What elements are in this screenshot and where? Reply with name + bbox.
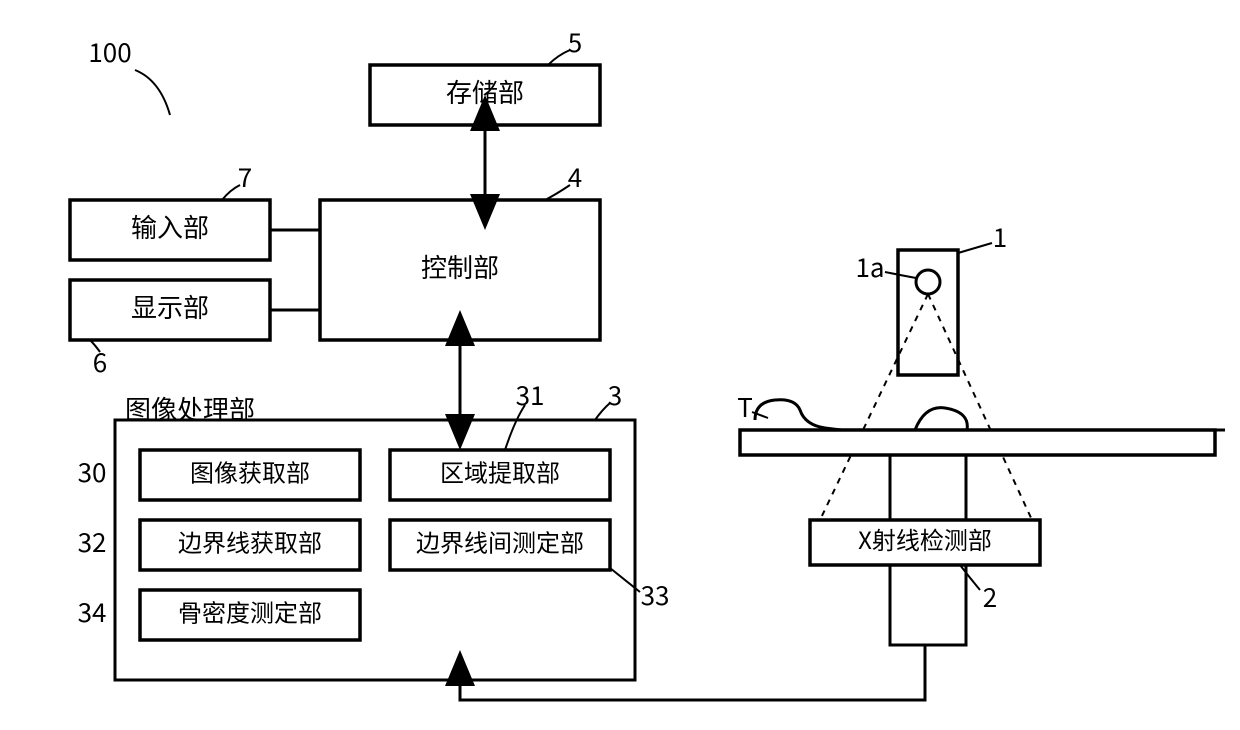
ref-number: 32 <box>78 523 107 560</box>
block-label: X射线检测部 <box>858 521 992 556</box>
block-label: 控制部 <box>421 248 499 285</box>
block-label: 输入部 <box>131 208 209 245</box>
ref-number: T <box>737 388 753 425</box>
ref-number: 1 <box>993 218 1007 255</box>
ref-number: 6 <box>93 343 107 380</box>
block-label: 存储部 <box>446 73 524 110</box>
block-label: 骨密度测定部 <box>178 594 322 629</box>
block-label: 边界线获取部 <box>178 524 322 559</box>
ref-number: 31 <box>516 376 545 413</box>
block-label: 图像获取部 <box>190 454 310 489</box>
leader-line <box>958 243 992 253</box>
block-rect <box>740 430 1215 455</box>
block-label: 显示部 <box>131 288 209 325</box>
ref-number: 33 <box>641 576 670 613</box>
ref-number: 5 <box>568 23 582 60</box>
ref-number: 2 <box>983 578 997 615</box>
ref-number: 34 <box>78 593 107 630</box>
ref-number: 3 <box>608 376 622 413</box>
leader-line <box>135 70 170 115</box>
leader-line <box>545 185 570 200</box>
leader-line <box>548 50 570 65</box>
ref-number: 4 <box>568 158 582 195</box>
ip-title: 图像处理部 <box>125 390 255 427</box>
ref-number: 1a <box>855 248 884 285</box>
ref-number: 30 <box>78 453 107 490</box>
ref-number: 7 <box>238 158 252 195</box>
xray-source <box>916 270 940 294</box>
leader-line <box>960 565 980 590</box>
beam-left <box>820 294 928 520</box>
block-label: 区域提取部 <box>440 454 560 489</box>
ref-number: 100 <box>88 33 131 70</box>
conn-detector-ip <box>460 645 925 700</box>
block-label: 边界线间测定部 <box>416 524 584 559</box>
